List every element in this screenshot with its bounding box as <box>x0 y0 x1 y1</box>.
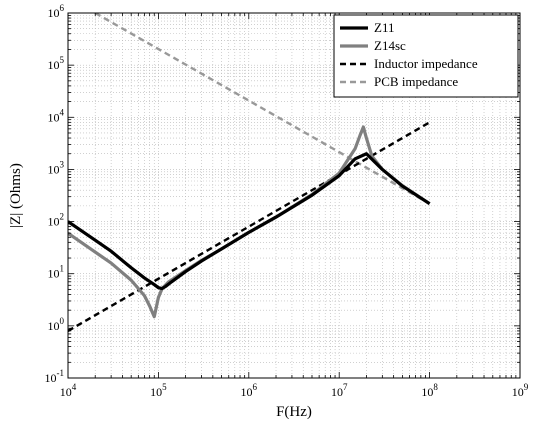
plot-frame <box>67 12 521 379</box>
y-tick-label: 10-1 <box>45 368 65 385</box>
x-tick-label: 105 <box>150 382 167 399</box>
legend-label: Z14sc <box>374 38 406 53</box>
legend: Z11 Z14sc Inductor impedance PCB impedance <box>333 14 519 98</box>
y-tick-label: 101 <box>48 264 65 281</box>
y-tick-label: 106 <box>48 3 65 20</box>
series-line-z11 <box>68 152 431 291</box>
legend-label: Inductor impedance <box>374 56 478 71</box>
y-tick-label: 103 <box>48 159 65 176</box>
x-tick-label: 108 <box>421 382 438 399</box>
series-line-pcb-impedance <box>94 13 431 205</box>
series-layer <box>68 13 431 332</box>
y-tick-label: 105 <box>48 55 65 72</box>
y-tick-label: 104 <box>48 107 65 124</box>
legend-label: PCB impedance <box>374 74 458 89</box>
legend-label: Z11 <box>374 20 394 35</box>
y-axis-label: |Z| (Ohms) <box>8 163 24 228</box>
x-tick-label: 107 <box>331 382 348 399</box>
x-axis-label: F(Hz) <box>276 404 312 420</box>
y-tick-label: 100 <box>48 316 65 333</box>
legend-box <box>333 14 519 98</box>
x-tick-label: 106 <box>241 382 258 399</box>
x-tick-label: 104 <box>60 382 77 399</box>
x-tick-label: 109 <box>512 382 529 399</box>
y-tick-label: 102 <box>48 212 65 229</box>
